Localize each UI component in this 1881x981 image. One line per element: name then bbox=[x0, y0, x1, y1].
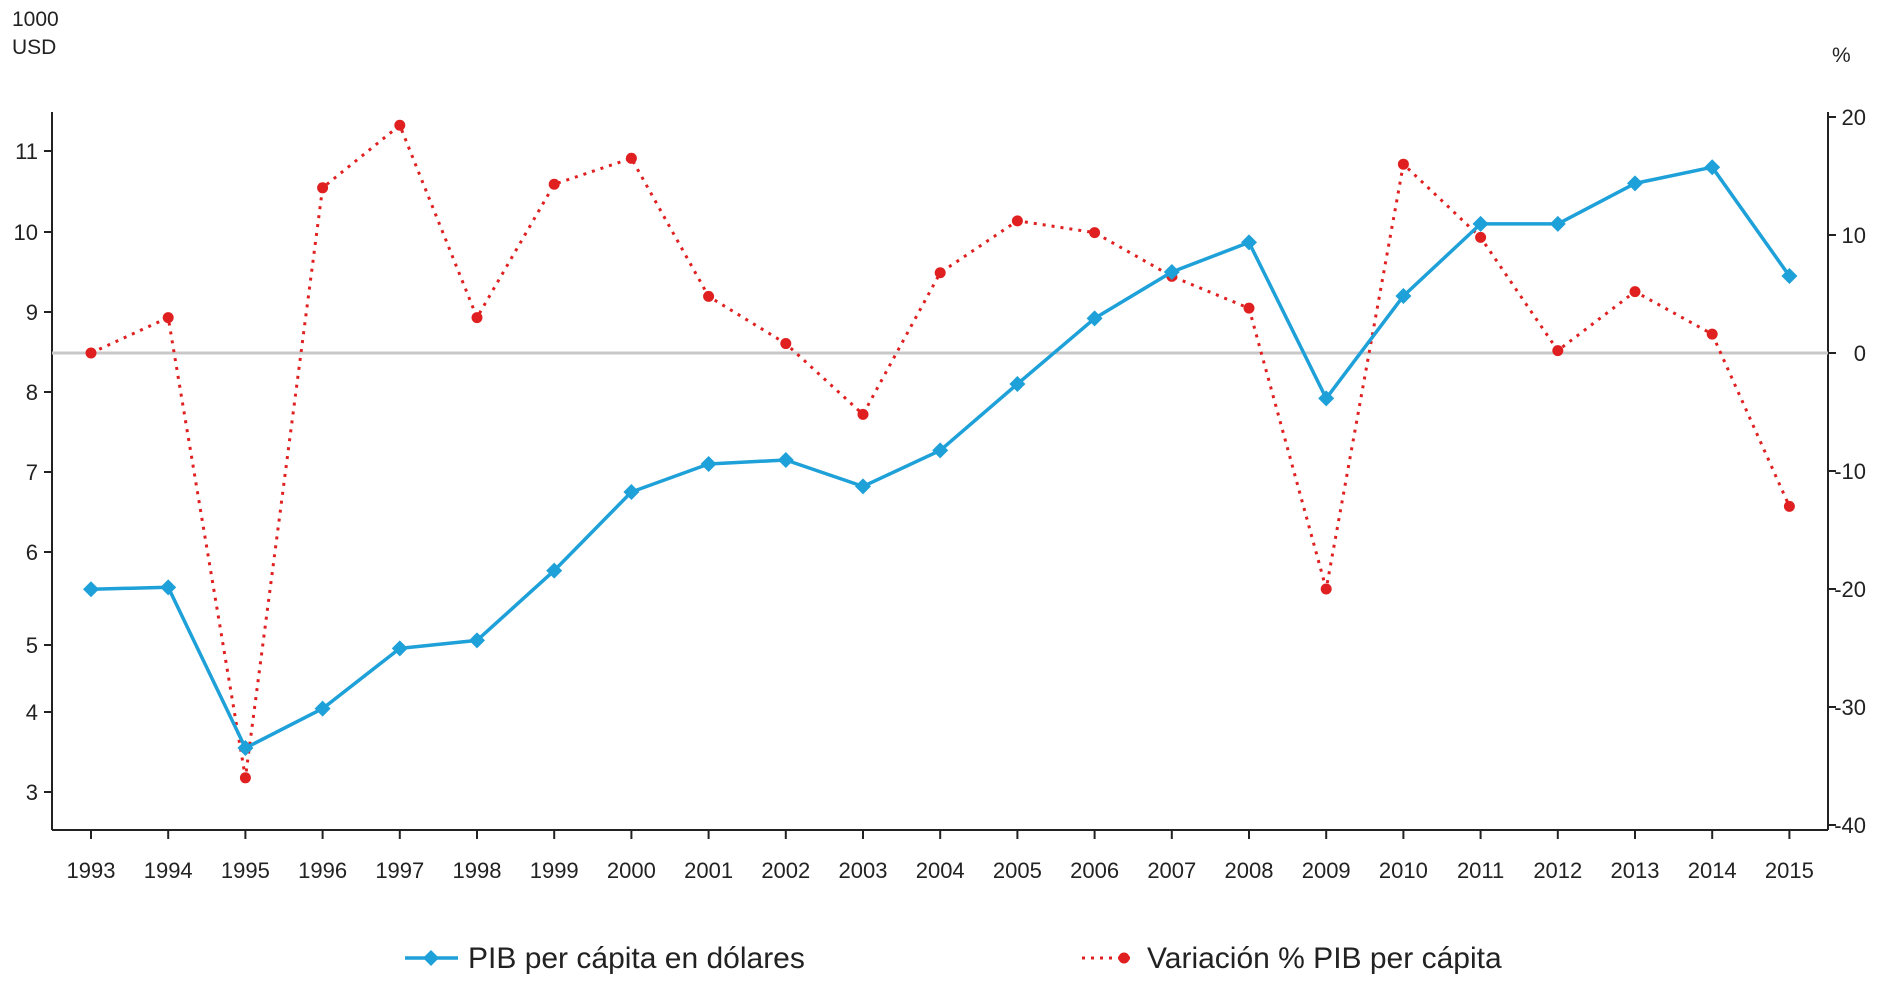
series-layer bbox=[83, 119, 1798, 784]
pib-usd-point bbox=[932, 442, 949, 459]
x-tick-label: 1994 bbox=[144, 858, 193, 883]
left-tick-label: 5 bbox=[26, 633, 38, 658]
x-tick-label: 2013 bbox=[1611, 858, 1660, 883]
left-tick-label: 8 bbox=[26, 380, 38, 405]
pib-usd-point bbox=[1704, 159, 1721, 176]
x-tick-label: 2005 bbox=[993, 858, 1042, 883]
pib-usd-point bbox=[1395, 288, 1412, 304]
pib-usd-point bbox=[1009, 376, 1026, 392]
x-tick-label: 2014 bbox=[1688, 858, 1737, 883]
pib-change-point bbox=[548, 178, 560, 190]
left-axis-unit-line1: 1000 bbox=[12, 8, 59, 31]
right-tick-label: 20 bbox=[1842, 105, 1866, 130]
x-tick-label: 1993 bbox=[67, 858, 116, 883]
pib-change-point bbox=[162, 312, 174, 324]
x-tick-label: 2001 bbox=[684, 858, 733, 883]
pib-change-point bbox=[1011, 215, 1023, 227]
right-tick-label: -10 bbox=[1834, 459, 1866, 484]
legend-label-pib-change: Variación % PIB per cápita bbox=[1147, 942, 1502, 975]
pib-usd-point bbox=[391, 640, 408, 657]
x-tick-label: 2000 bbox=[607, 858, 656, 883]
left-tick-label: 7 bbox=[26, 460, 38, 485]
pib-change-point bbox=[1706, 328, 1718, 340]
pib-change-point bbox=[85, 347, 97, 359]
left-tick-label: 10 bbox=[14, 220, 38, 245]
pib-change-point bbox=[1089, 227, 1101, 239]
legend-marker-pib-change bbox=[1118, 952, 1130, 964]
pib-change-point bbox=[1243, 302, 1255, 314]
pib-change-line bbox=[90, 123, 1791, 780]
pib-usd-point bbox=[855, 478, 871, 495]
left-tick-label: 4 bbox=[26, 700, 38, 725]
pib-usd-point bbox=[700, 456, 717, 472]
pib-change-point bbox=[471, 312, 483, 324]
x-tick-label: 2006 bbox=[1070, 858, 1119, 883]
x-tick-label: 2015 bbox=[1765, 858, 1814, 883]
x-tick-label: 2012 bbox=[1533, 858, 1582, 883]
right-tick-label: -20 bbox=[1834, 577, 1866, 602]
pib-change-point bbox=[934, 267, 946, 279]
pib-usd-point bbox=[1086, 310, 1103, 327]
left-tick-label: 9 bbox=[26, 300, 38, 325]
legend: PIB per cápita en dólares Variación % PIB… bbox=[405, 942, 1502, 975]
pib-usd-point bbox=[1472, 215, 1489, 232]
x-tick-label: 2008 bbox=[1225, 858, 1274, 883]
x-tick-label: 2002 bbox=[761, 858, 810, 883]
right-tick-label: 0 bbox=[1854, 341, 1866, 366]
pib-change-point bbox=[1783, 500, 1795, 512]
pib-usd-point bbox=[1549, 215, 1566, 232]
x-tick-label: 2003 bbox=[839, 858, 888, 883]
pib-change-point bbox=[1475, 231, 1487, 243]
pib-change-point bbox=[394, 119, 406, 131]
x-tick-label: 2007 bbox=[1147, 858, 1196, 883]
left-axis-unit-line2: USD bbox=[12, 36, 56, 59]
legend-marker-pib-usd bbox=[423, 950, 439, 966]
left-tick-label: 11 bbox=[15, 139, 38, 164]
pib-usd-point bbox=[314, 700, 331, 717]
left-tick-label: 6 bbox=[26, 540, 38, 565]
x-tick-label: 2011 bbox=[1457, 858, 1504, 883]
pib-change-point bbox=[780, 338, 792, 350]
pib-change-point bbox=[239, 772, 251, 784]
pib-change-point bbox=[703, 290, 715, 302]
x-tick-label: 1997 bbox=[375, 858, 424, 883]
right-axis-unit: % bbox=[1832, 44, 1851, 67]
pib-usd-point bbox=[160, 579, 177, 596]
pib-usd-point bbox=[1163, 264, 1180, 280]
right-tick-label: -30 bbox=[1834, 695, 1866, 720]
pib-usd-point bbox=[1627, 175, 1643, 192]
pib-change-point bbox=[1320, 583, 1332, 595]
pib-usd-point bbox=[83, 581, 99, 598]
x-tick-label: 1996 bbox=[298, 858, 347, 883]
pib-change-point bbox=[1629, 286, 1641, 298]
pib-change-point bbox=[625, 152, 637, 164]
pib-change-point bbox=[857, 408, 869, 420]
left-tick-label: 3 bbox=[26, 780, 38, 805]
pib-usd-point bbox=[469, 632, 485, 649]
pib-usd-point bbox=[237, 740, 254, 756]
x-tick-label: 2009 bbox=[1302, 858, 1351, 883]
right-tick-label: -40 bbox=[1834, 813, 1866, 838]
pib-usd-point bbox=[546, 562, 563, 579]
pib-usd-point bbox=[1781, 268, 1798, 284]
x-tick-label: 2010 bbox=[1379, 858, 1428, 883]
x-tick-label: 1995 bbox=[221, 858, 270, 883]
x-tick-label: 1999 bbox=[530, 858, 579, 883]
right-tick-label: 10 bbox=[1842, 223, 1866, 248]
pib-change-point bbox=[317, 182, 329, 194]
pib-change-point bbox=[1397, 158, 1409, 170]
pib-usd-point bbox=[623, 484, 640, 500]
x-tick-label: 1998 bbox=[453, 858, 502, 883]
pib-change-point bbox=[1552, 345, 1564, 357]
pib-usd-point bbox=[1318, 390, 1335, 407]
pib-usd-point bbox=[777, 452, 794, 468]
legend-label-pib-usd: PIB per cápita en dólares bbox=[468, 942, 805, 975]
x-tick-label: 2004 bbox=[916, 858, 965, 883]
pib-usd-point bbox=[1241, 234, 1257, 251]
